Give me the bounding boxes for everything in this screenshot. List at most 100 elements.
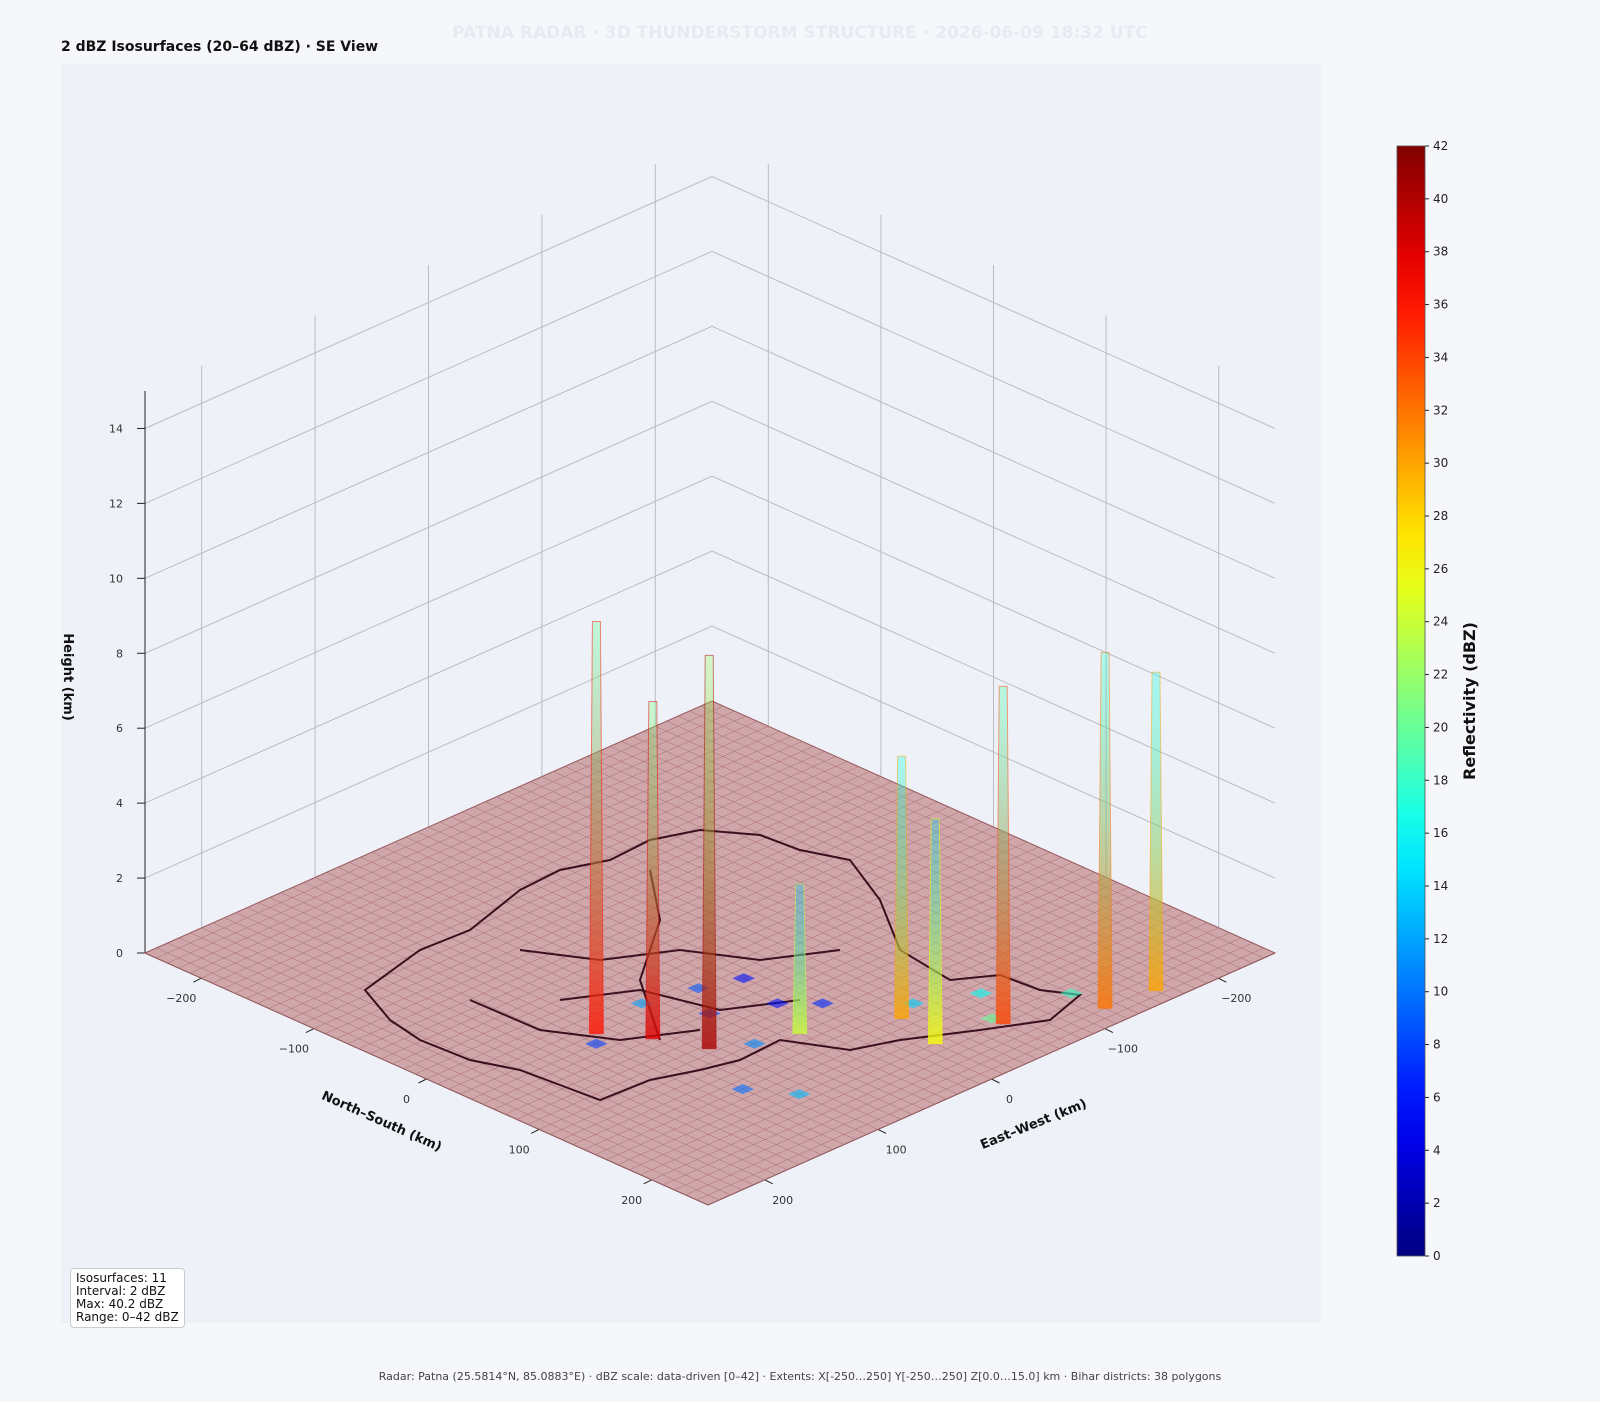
floor-mesh: [471, 846, 1039, 1100]
colorbar-tick-label: 40: [1433, 192, 1448, 206]
grid-line: [144, 475, 1276, 729]
floor-mesh: [303, 882, 867, 1135]
ground-echo: [969, 988, 993, 999]
z-tick-label: 0: [116, 947, 123, 960]
storm-cell: [701, 654, 717, 1050]
floor-mesh: [595, 902, 1163, 1155]
floor-mesh: [505, 862, 1073, 1115]
colorbar-tick-label: 30: [1433, 456, 1448, 470]
x-tick-label: −100: [1108, 1043, 1138, 1056]
info-line: Max: 40.2 dBZ: [76, 1297, 164, 1311]
storm-cell: [1148, 671, 1164, 992]
district-outline: [363, 828, 1083, 1102]
floor-mesh: [178, 937, 743, 1191]
grid-line: [144, 175, 1276, 429]
tick-mark: [991, 1078, 1000, 1084]
z-tick-label: 8: [116, 647, 123, 660]
tick-mark: [643, 1179, 652, 1185]
ground-echo: [901, 998, 925, 1009]
floor-mesh: [167, 942, 731, 1196]
colorbar-tick-label: 38: [1433, 245, 1448, 259]
floor-mesh: [212, 922, 777, 1175]
floor-mesh: [201, 927, 765, 1181]
grid-line: [144, 250, 1276, 504]
colorbar-tick-label: 2: [1433, 1196, 1441, 1210]
floor-mesh: [235, 912, 799, 1165]
colorbar-tick-label: 4: [1433, 1143, 1441, 1157]
info-line: Range: 0–42 dBZ: [76, 1310, 179, 1324]
floor-mesh: [662, 932, 1231, 1186]
page-title: PATNA RADAR · 3D THUNDERSTORM STRUCTURE …: [452, 23, 1147, 43]
tick-mark: [418, 1078, 427, 1084]
z-tick-label: 14: [109, 422, 123, 435]
z-tick-label: 2: [116, 872, 123, 885]
floor-mesh: [383, 846, 947, 1100]
floor-mesh: [561, 887, 1129, 1140]
floor-mesh: [696, 947, 1264, 1201]
colorbar-tick-label: 36: [1433, 298, 1448, 312]
z-tick-label: 12: [109, 497, 123, 510]
x-tick-label: 200: [772, 1194, 793, 1207]
floor-mesh: [674, 937, 1242, 1191]
floor-mesh: [572, 892, 1140, 1145]
colorbar: [1396, 145, 1426, 1257]
floor-mesh: [190, 932, 754, 1186]
storm-cell: [588, 621, 604, 1035]
storm-cell: [894, 755, 910, 1019]
floor-mesh: [437, 831, 1005, 1085]
ground-echo: [788, 1089, 811, 1100]
floor-mesh: [326, 872, 890, 1125]
colorbar-tick-label: 22: [1433, 668, 1448, 682]
grid-line: [144, 400, 1276, 654]
floor-mesh: [405, 836, 969, 1090]
floor-mesh: [640, 922, 1208, 1175]
colorbar-tick-label: 12: [1433, 932, 1448, 946]
tick-mark: [877, 1128, 887, 1134]
tick-mark: [1218, 977, 1227, 983]
storm-cell: [1097, 652, 1113, 1009]
floor-mesh: [269, 897, 833, 1150]
grid-line: [144, 625, 1276, 879]
y-tick-label: 100: [509, 1143, 530, 1156]
info-line: Isosurfaces: 11: [76, 1271, 167, 1285]
floor-mesh: [349, 862, 913, 1115]
tick-mark: [530, 1128, 540, 1134]
colorbar-tick-label: 14: [1433, 879, 1448, 893]
floor-mesh: [156, 947, 720, 1201]
colorbar-tick-label: 42: [1433, 139, 1448, 153]
info-line: Interval: 2 dBZ: [76, 1284, 166, 1298]
z-axis-label: Height (km): [60, 633, 75, 721]
ground-echo: [743, 1038, 766, 1049]
colorbar-tick-label: 26: [1433, 562, 1448, 576]
floor-mesh: [584, 897, 1152, 1150]
x-tick-label: −200: [1221, 992, 1251, 1005]
floor-mesh: [550, 882, 1118, 1135]
ground-echo: [766, 998, 789, 1009]
footer: Radar: Patna (25.5814°N, 85.0883°E) · dB…: [379, 1370, 1222, 1383]
colorbar-tick-label: 24: [1433, 615, 1448, 629]
floor-mesh: [493, 857, 1062, 1110]
floor-mesh: [617, 912, 1186, 1165]
z-tick-label: 4: [116, 797, 123, 810]
ground-echo: [585, 1038, 608, 1049]
colorbar-tick-label: 0: [1433, 1249, 1441, 1263]
floor-mesh: [448, 836, 1017, 1090]
colorbar-tick-label: 16: [1433, 826, 1448, 840]
y-tick-label: 0: [403, 1093, 410, 1106]
y-tick-label: 200: [621, 1194, 642, 1207]
storm-cell: [995, 685, 1011, 1025]
floor-mesh: [246, 907, 811, 1160]
x-tick-label: 0: [1006, 1093, 1013, 1106]
colorbar-tick-label: 28: [1433, 509, 1448, 523]
ground-echo: [1060, 988, 1083, 999]
x-tick-label: 100: [886, 1143, 907, 1156]
floor-mesh: [280, 892, 845, 1145]
ground-echo: [731, 1084, 755, 1095]
storm-cell: [645, 701, 661, 1040]
ground-echo: [732, 973, 755, 984]
colorbar-tick-label: 20: [1433, 720, 1448, 734]
info-box: Isosurfaces: 11 Interval: 2 dBZ Max: 40.…: [70, 1268, 185, 1328]
colorbar-label: Reflectivity (dBZ): [1460, 622, 1479, 780]
